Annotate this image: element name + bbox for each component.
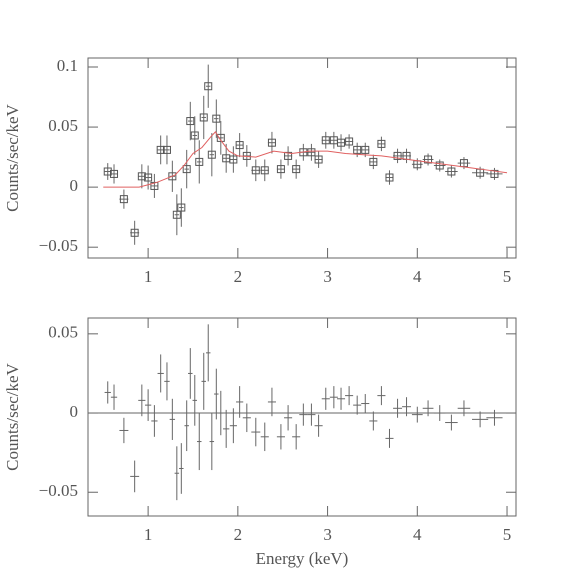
model-line: [103, 131, 508, 188]
x-tick-label: 2: [234, 525, 243, 544]
data-point: [144, 173, 153, 182]
data-point: [424, 155, 433, 164]
data-point: [345, 137, 354, 146]
data-point: [199, 113, 208, 122]
data-point: [150, 181, 159, 190]
data-point: [212, 114, 221, 123]
data-point: [307, 148, 316, 157]
data-point: [130, 228, 139, 237]
x-tick-label: 4: [413, 267, 422, 286]
data-point: [156, 145, 165, 154]
data-point: [385, 173, 394, 182]
data-point: [435, 161, 444, 170]
data-point: [361, 145, 370, 154]
y-tick-label: −0.05: [39, 236, 78, 255]
data-point: [216, 133, 225, 142]
data-point: [137, 172, 146, 181]
data-point: [314, 155, 323, 164]
data-point: [177, 203, 186, 212]
data-point: [119, 195, 128, 204]
y-axis-label: Counts/sec/keV: [3, 362, 22, 470]
data-point: [369, 157, 378, 166]
data-point: [229, 155, 238, 164]
frame: [87, 57, 517, 259]
x-tick-label: 1: [144, 525, 153, 544]
x-tick-label: 4: [413, 525, 422, 544]
y-axis-label: Counts/sec/keV: [3, 103, 22, 211]
x-axis-label: Energy (keV): [256, 549, 349, 568]
x-tick-label: 1: [144, 267, 153, 286]
data-point: [393, 151, 402, 160]
data-point: [251, 166, 260, 175]
data-point: [162, 145, 171, 154]
x-tick-label: 3: [323, 525, 332, 544]
data-point: [204, 82, 213, 91]
y-tick-label: 0.05: [48, 323, 78, 342]
data-point: [490, 169, 499, 178]
data-point: [337, 138, 346, 147]
data-point: [190, 131, 199, 140]
data-point: [186, 117, 195, 126]
data-point: [260, 166, 269, 175]
data-point: [292, 165, 301, 174]
frame: [87, 317, 517, 517]
data-point: [284, 151, 293, 160]
data-point: [172, 210, 181, 219]
x-tick-label: 2: [234, 267, 243, 286]
x-tick-label: 5: [503, 525, 512, 544]
data-point: [377, 139, 386, 148]
y-tick-label: −0.05: [39, 481, 78, 500]
y-tick-label: 0: [70, 402, 79, 421]
y-tick-label: 0: [70, 176, 79, 195]
data-point: [195, 157, 204, 166]
data-point: [168, 172, 177, 181]
data-point: [276, 165, 285, 174]
data-point: [235, 141, 244, 150]
x-tick-label: 3: [323, 267, 332, 286]
data-point: [447, 167, 456, 176]
data-point: [207, 150, 216, 159]
data-point: [353, 145, 362, 154]
data-point: [103, 167, 112, 176]
y-tick-label: 0.1: [57, 56, 78, 75]
data-point: [182, 165, 191, 174]
x-tick-label: 5: [503, 267, 512, 286]
y-tick-label: 0.05: [48, 116, 78, 135]
data-point: [321, 136, 330, 145]
data-point: [110, 169, 119, 178]
data-point: [267, 138, 276, 147]
